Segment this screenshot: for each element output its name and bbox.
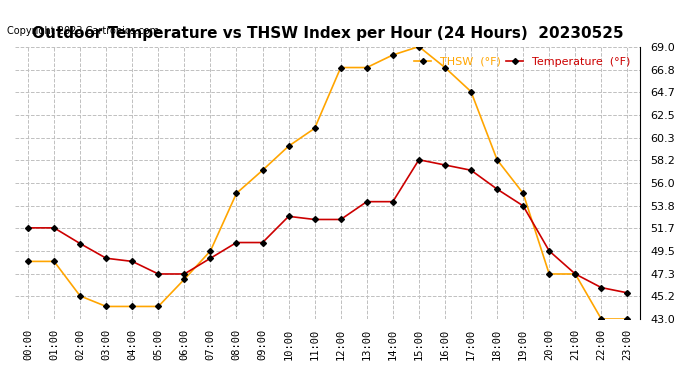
Temperature  (°F) [519,204,527,208]
Temperature  (°F) [154,272,162,276]
THSW  (°F) [206,249,215,253]
THSW  (°F) [337,65,345,70]
THSW  (°F) [571,272,580,276]
Temperature  (°F) [76,242,84,246]
Temperature  (°F) [284,214,293,219]
Temperature  (°F) [337,217,345,222]
THSW  (°F) [545,272,553,276]
THSW  (°F) [597,317,605,321]
THSW  (°F) [233,191,241,195]
THSW  (°F) [102,304,110,309]
THSW  (°F) [259,168,267,172]
Temperature  (°F) [24,226,32,230]
THSW  (°F) [388,53,397,57]
THSW  (°F) [623,317,631,321]
Temperature  (°F) [128,259,137,264]
Temperature  (°F) [441,163,449,167]
THSW  (°F) [493,158,501,162]
Temperature  (°F) [206,256,215,261]
THSW  (°F) [128,304,137,309]
THSW  (°F) [519,191,527,195]
Temperature  (°F) [102,256,110,261]
Temperature  (°F) [233,240,241,245]
Line: THSW  (°F): THSW (°F) [26,45,629,321]
THSW  (°F) [76,294,84,298]
THSW  (°F) [441,65,449,70]
Temperature  (°F) [388,200,397,204]
Temperature  (°F) [363,200,371,204]
Temperature  (°F) [180,272,188,276]
THSW  (°F) [284,144,293,148]
THSW  (°F) [467,89,475,94]
Temperature  (°F) [493,187,501,191]
Temperature  (°F) [415,158,423,162]
THSW  (°F) [180,277,188,282]
Temperature  (°F) [571,272,580,276]
THSW  (°F) [415,44,423,49]
Temperature  (°F) [50,226,58,230]
Temperature  (°F) [623,291,631,295]
THSW  (°F) [24,259,32,264]
THSW  (°F) [310,126,319,130]
Title: Outdoor Temperature vs THSW Index per Hour (24 Hours)  20230525: Outdoor Temperature vs THSW Index per Ho… [32,26,624,41]
Temperature  (°F) [259,240,267,245]
Temperature  (°F) [597,285,605,290]
Text: Copyright 2023 Cartronics.com: Copyright 2023 Cartronics.com [7,26,159,36]
THSW  (°F) [363,65,371,70]
Temperature  (°F) [310,217,319,222]
THSW  (°F) [50,259,58,264]
Temperature  (°F) [467,168,475,172]
Line: Temperature  (°F): Temperature (°F) [26,158,629,295]
THSW  (°F) [154,304,162,309]
Temperature  (°F) [545,249,553,253]
Legend: THSW  (°F), Temperature  (°F): THSW (°F), Temperature (°F) [410,52,635,71]
